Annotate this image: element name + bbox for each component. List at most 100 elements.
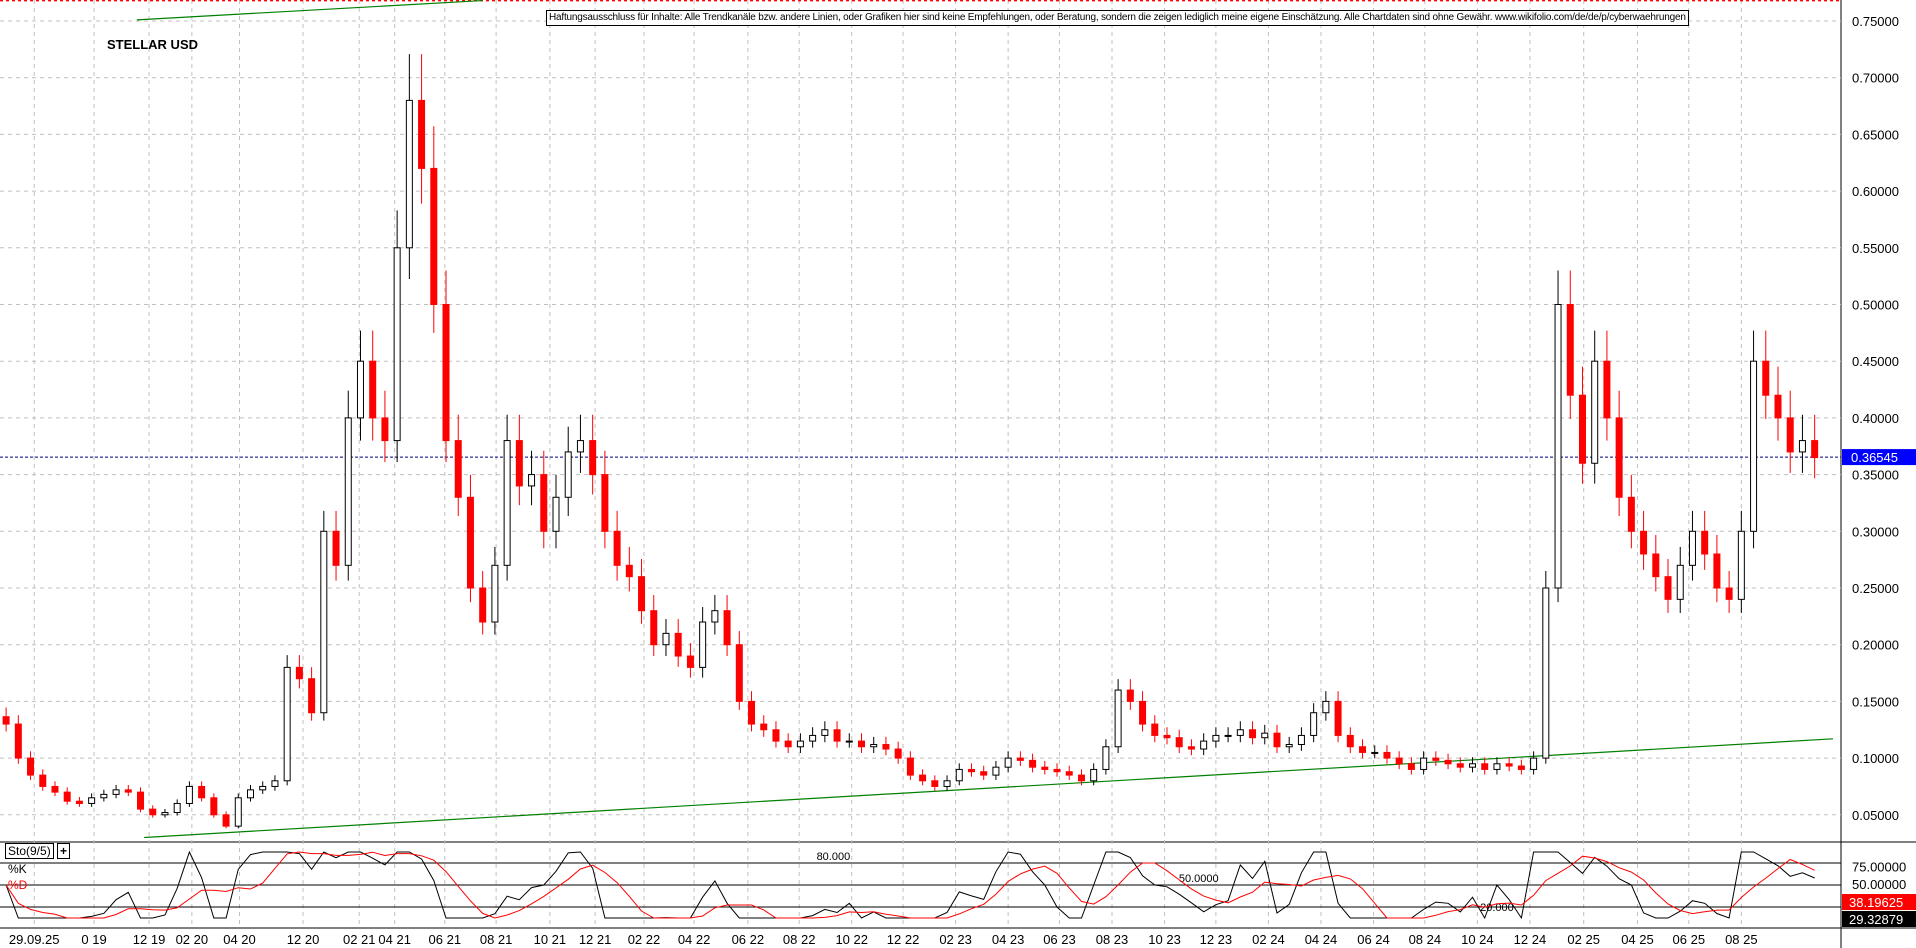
date-tick-label: 02 25: [1567, 932, 1600, 947]
candle-body: [356, 360, 364, 419]
candle-body: [430, 167, 438, 305]
candle-body: [1187, 746, 1195, 750]
candle-body: [1236, 729, 1244, 736]
candle-body: [1615, 417, 1623, 498]
candle-body: [1652, 553, 1660, 578]
stochastic-legend: Sto(9/5) +: [5, 843, 71, 859]
candle-body: [967, 768, 975, 773]
candle-body: [1310, 712, 1318, 736]
candle-body: [955, 768, 963, 782]
candle-body: [1701, 530, 1709, 555]
candle-body: [149, 808, 157, 816]
candle-body: [405, 99, 413, 249]
candle-body: [1469, 763, 1476, 768]
date-tick-label: 04 24: [1305, 932, 1338, 947]
candle-body: [491, 564, 499, 623]
candle-body: [1493, 763, 1501, 770]
candle-body: [234, 797, 242, 827]
candle-body: [1811, 440, 1819, 459]
date-tick-label: 04 25: [1621, 932, 1654, 947]
candle-body: [381, 417, 389, 442]
candle-body: [1688, 530, 1696, 566]
candle-body: [63, 791, 71, 802]
candle-body: [1126, 689, 1134, 702]
date-tick-label: 06 23: [1043, 932, 1076, 947]
stochastic-name[interactable]: Sto(9/5): [5, 843, 54, 859]
price-tick-label: 0.10000: [1852, 751, 1899, 766]
candle-body: [919, 774, 927, 782]
candle-body: [748, 700, 756, 725]
date-tick-label: 04 21: [378, 932, 411, 947]
candle-body: [173, 802, 181, 814]
candle-body: [51, 785, 59, 793]
price-tick-label: 0.30000: [1852, 524, 1899, 539]
date-tick-label: 02 22: [628, 932, 661, 947]
candle-body: [1053, 768, 1061, 773]
stoch-d-line: [5, 851, 1815, 919]
candle-body: [210, 797, 218, 816]
candle-body: [906, 757, 914, 776]
candle-body: [1444, 759, 1452, 765]
candle-body: [418, 99, 426, 169]
date-tick-label: 06 25: [1673, 932, 1706, 947]
candle-body: [1371, 751, 1379, 754]
trendline: [136, 0, 483, 21]
date-tick-label: 04 20: [223, 932, 256, 947]
candle-body: [271, 780, 279, 787]
candle-body: [515, 440, 523, 487]
candle-body: [809, 734, 817, 742]
date-tick-label: 02 23: [939, 932, 972, 947]
candle-body: [1224, 734, 1232, 737]
candle-body: [1004, 757, 1012, 768]
date-tick-label: 29.09.25: [9, 932, 60, 947]
candle-body: [576, 440, 584, 453]
candle-body: [1627, 496, 1635, 532]
candle-body: [393, 247, 401, 442]
candle-body: [552, 496, 560, 532]
candle-body: [845, 740, 853, 743]
candle-body: [503, 440, 511, 566]
candle-body: [1603, 360, 1611, 419]
candle-body: [332, 530, 340, 566]
candle-body: [185, 785, 193, 804]
chart-title: STELLAR USD: [107, 37, 198, 52]
candle-body: [466, 496, 474, 589]
price-tick-label: 0.70000: [1852, 71, 1899, 86]
candle-body: [1212, 734, 1220, 742]
add-indicator-button[interactable]: +: [57, 843, 71, 859]
candle-body: [1481, 763, 1489, 770]
candle-body: [1016, 757, 1024, 761]
candle-body: [760, 723, 768, 731]
candle-body: [1737, 530, 1745, 600]
candle-body: [1725, 587, 1733, 600]
date-tick-label: 12 23: [1200, 932, 1233, 947]
candle-body: [638, 576, 646, 612]
date-tick-label: 06 21: [429, 932, 462, 947]
candle-body: [1774, 394, 1782, 419]
price-tick-label: 0.05000: [1852, 808, 1899, 823]
candle-body: [1456, 763, 1464, 768]
candle-body: [1640, 530, 1648, 555]
candle-body: [540, 474, 548, 532]
candle-body: [1102, 746, 1110, 770]
candle-body: [980, 771, 988, 776]
candle-body: [1090, 768, 1098, 782]
candle-body: [100, 793, 108, 799]
price-tick-label: 0.35000: [1852, 468, 1899, 483]
legend-d: %D: [8, 878, 28, 892]
candle-body: [27, 757, 35, 776]
candle-body: [442, 304, 450, 442]
candle-body: [1676, 564, 1684, 600]
candle-body: [1542, 587, 1550, 759]
date-tick-label: 10 21: [534, 932, 567, 947]
date-tick-label: 06 22: [732, 932, 765, 947]
candle-body: [784, 740, 792, 748]
candle-body: [1420, 757, 1428, 770]
candle-body: [2, 716, 10, 725]
disclaimer-box: Haftungsausschluss für Inhalte: Alle Tre…: [546, 10, 1689, 26]
candle-body: [479, 587, 487, 623]
candle-body: [833, 729, 841, 742]
candle-body: [247, 789, 254, 799]
candle-body: [1285, 743, 1293, 748]
